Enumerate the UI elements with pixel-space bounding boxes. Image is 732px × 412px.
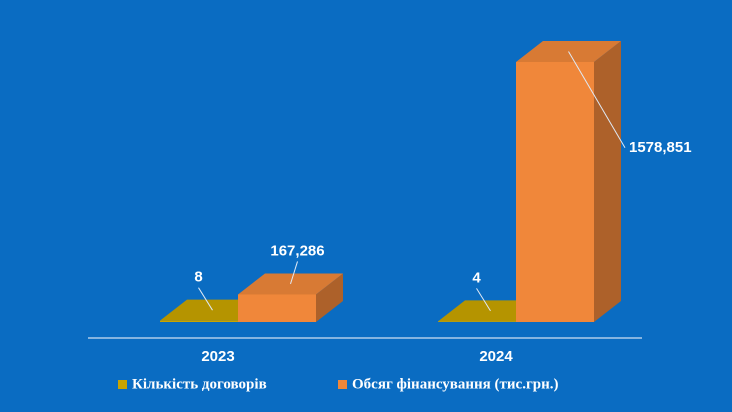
bar [160,320,238,322]
data-label: 167,286 [270,242,324,259]
legend-swatch [118,380,127,389]
leader-line [476,288,491,312]
data-label: 1578,851 [629,139,692,156]
x-tick-label: 2024 [479,348,513,365]
data-label: 8 [194,269,202,286]
leader-line [198,287,213,311]
bar-side [316,273,343,322]
legend-swatch [338,380,347,389]
x-tick-label: 2023 [201,348,234,365]
bar [438,321,516,322]
leader-line [290,261,298,285]
bar [238,294,316,322]
bar-side [594,41,621,322]
legend-label: Кількість договорів [132,376,267,392]
bar [516,62,594,322]
leader-line [568,51,626,149]
data-label: 4 [472,269,481,286]
legend-label: Обсяг фінансування (тис.грн.) [352,376,559,392]
